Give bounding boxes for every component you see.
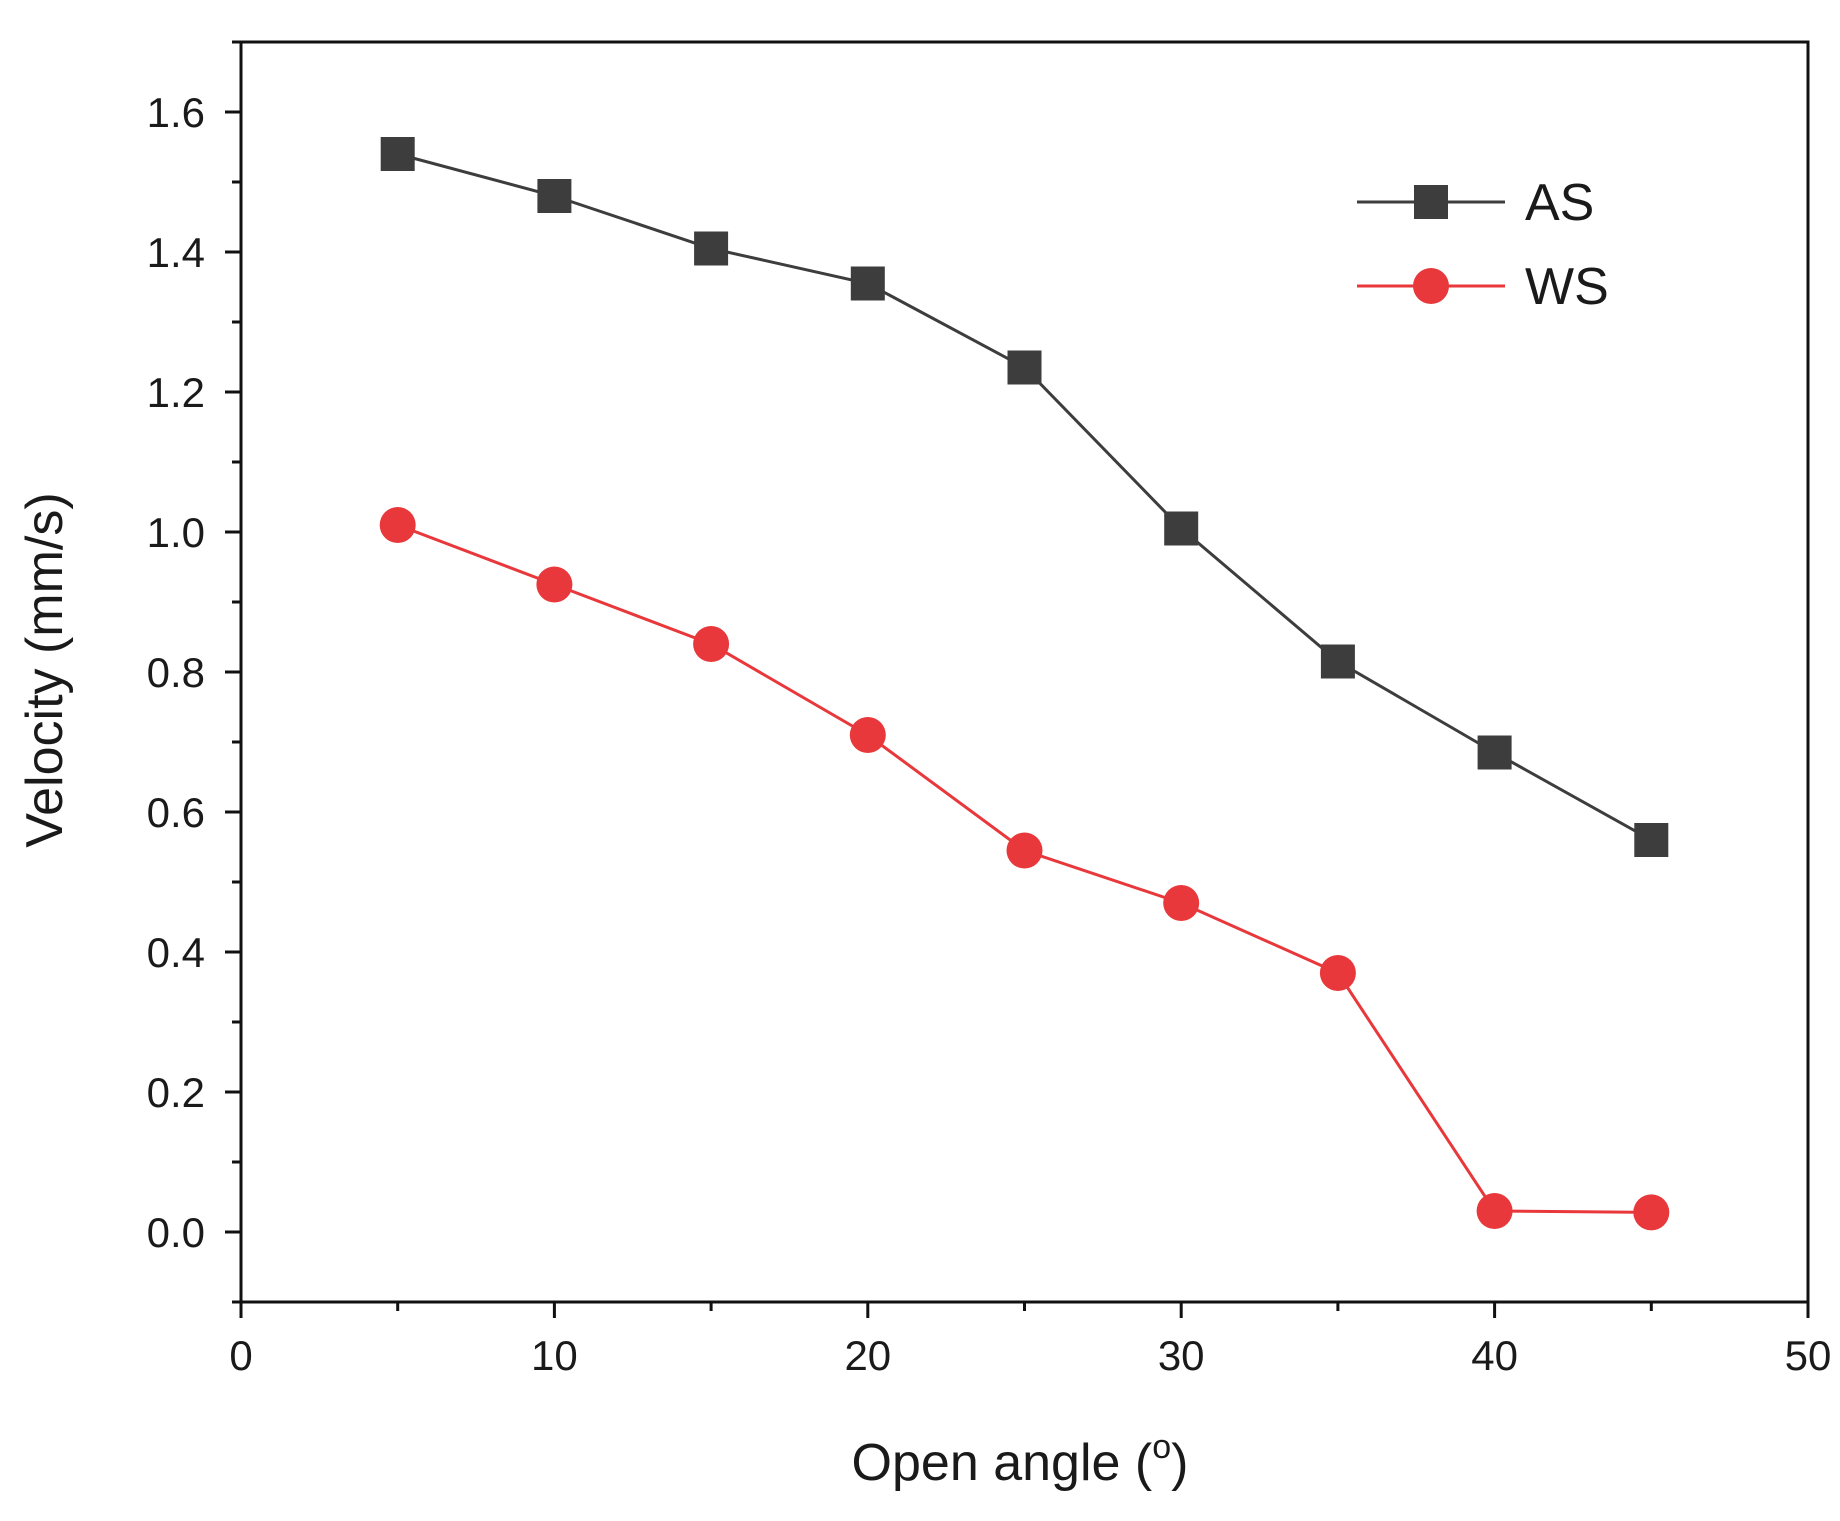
data-point-as bbox=[537, 179, 572, 213]
x-tick-label: 10 bbox=[531, 1332, 578, 1379]
y-tick-label: 1.4 bbox=[147, 229, 205, 276]
legend-label: AS bbox=[1525, 174, 1594, 232]
legend-marker-square bbox=[1414, 185, 1448, 219]
y-axis-ticks: 0.0 0.2 0.4 0.6 0.8 1.0 1.2 1.4 1.6 bbox=[147, 40, 241, 1304]
x-axis-ticks: 0 10 20 30 40 50 bbox=[229, 1302, 1831, 1379]
y-axis-title: Velocity (mm/s) bbox=[16, 492, 74, 847]
data-point-ws bbox=[536, 566, 573, 603]
legend-marker-circle bbox=[1413, 268, 1449, 304]
series-ws bbox=[379, 507, 1670, 1231]
x-tick-label: 20 bbox=[844, 1332, 891, 1379]
y-tick-label: 0.2 bbox=[147, 1069, 205, 1116]
data-point-as bbox=[694, 231, 729, 266]
series-layer bbox=[379, 137, 1670, 1231]
data-point-ws bbox=[849, 717, 886, 753]
data-point-ws bbox=[1163, 885, 1200, 921]
series-line-ws bbox=[397, 523, 1652, 1214]
data-point-as bbox=[1477, 735, 1512, 770]
data-point-as bbox=[380, 137, 415, 171]
data-point-ws bbox=[1006, 832, 1043, 869]
y-tick-label: 0.6 bbox=[147, 789, 205, 836]
x-axis-title-superscript: o bbox=[1152, 1428, 1171, 1466]
data-point-as bbox=[850, 266, 885, 301]
series-line-as bbox=[397, 152, 1653, 842]
legend: AS WS bbox=[1357, 174, 1609, 316]
y-tick-label: 1.0 bbox=[147, 509, 205, 556]
data-point-ws bbox=[693, 626, 730, 662]
legend-item-ws: WS bbox=[1357, 258, 1609, 316]
data-point-ws bbox=[1319, 955, 1356, 991]
x-tick-label: 30 bbox=[1158, 1332, 1205, 1379]
data-point-as bbox=[1320, 644, 1355, 679]
x-tick-label: 0 bbox=[229, 1332, 252, 1379]
y-tick-label: 1.2 bbox=[147, 369, 205, 416]
data-point-ws bbox=[1633, 1194, 1670, 1231]
data-point-as bbox=[1634, 823, 1669, 857]
y-tick-label: 0.0 bbox=[147, 1209, 205, 1256]
y-tick-label: 0.4 bbox=[147, 929, 205, 976]
x-tick-label: 50 bbox=[1785, 1332, 1832, 1379]
y-tick-label: 0.8 bbox=[147, 649, 205, 696]
legend-label: WS bbox=[1525, 258, 1609, 316]
x-axis-title: Open angle (o) bbox=[852, 1428, 1189, 1492]
data-point-ws bbox=[1476, 1193, 1513, 1229]
data-point-as bbox=[1007, 350, 1042, 385]
series-as bbox=[380, 137, 1669, 857]
data-point-as bbox=[1164, 511, 1199, 546]
legend-item-as: AS bbox=[1357, 174, 1594, 232]
x-tick-label: 40 bbox=[1471, 1332, 1518, 1379]
data-point-ws bbox=[379, 507, 416, 543]
y-tick-label: 1.6 bbox=[147, 89, 205, 136]
